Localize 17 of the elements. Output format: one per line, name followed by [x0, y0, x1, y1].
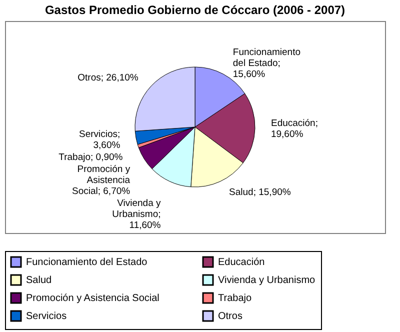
- legend-label: Promoción y Asistencia Social: [26, 293, 160, 304]
- legend-label: Educación: [218, 257, 265, 268]
- legend-label: Vivienda y Urbanismo: [218, 275, 316, 286]
- chart-title: Gastos Promedio Gobierno de Cóccaro (2006 - 2007): [44, 3, 346, 17]
- data-label: Trabajo; 0,90%: [58, 152, 124, 164]
- legend-label: Trabajo: [218, 293, 252, 304]
- data-label: Educación; 19,60%: [270, 118, 318, 140]
- legend-label: Otros: [218, 311, 242, 322]
- data-label: Funcionamiento del Estado; 15,60%: [232, 46, 300, 80]
- data-label: Promoción y Asistencia Social; 6,70%: [72, 164, 131, 198]
- data-label: Vivienda y Urbanismo; 11,60%: [112, 198, 162, 232]
- data-label: Otros; 26,10%: [78, 72, 139, 84]
- legend-label: Servicios: [26, 311, 67, 322]
- legend-label: Funcionamiento del Estado: [26, 257, 148, 268]
- data-label: Servicios; 3,60%: [79, 129, 121, 152]
- legend-label: Salud: [26, 275, 52, 286]
- data-label: Salud; 15,90%: [229, 186, 292, 198]
